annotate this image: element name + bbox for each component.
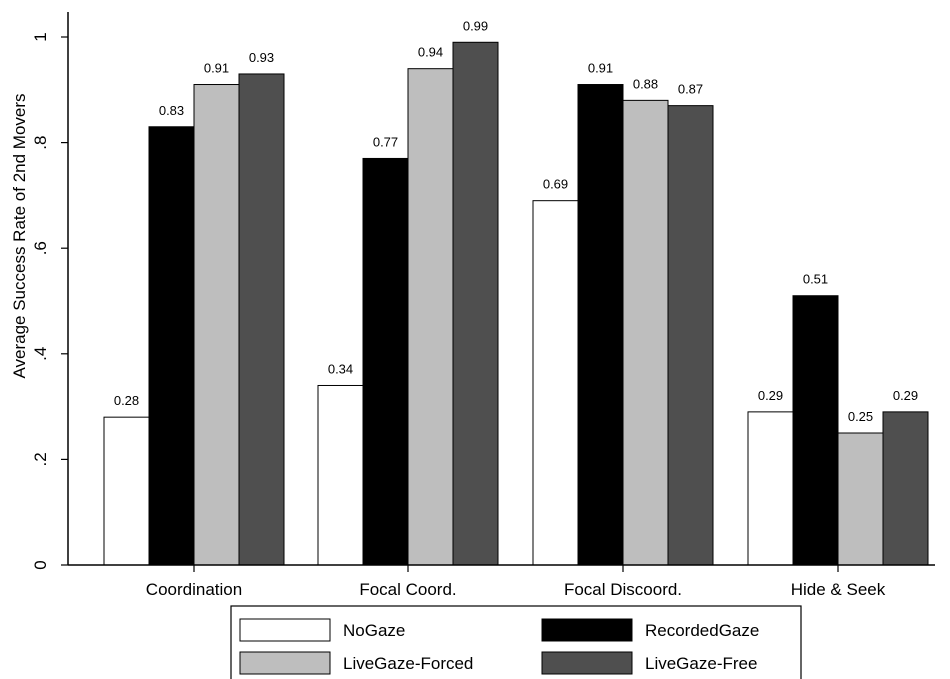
bars (103, 41, 929, 566)
legend-label-nogaze: NoGaze (343, 621, 405, 640)
bar-coordination-livegaze-free (238, 73, 285, 566)
value-label-focal-coord-nogaze: 0.34 (328, 361, 353, 376)
bar-focal-coord-recordedgaze (362, 157, 409, 566)
value-label-focal-discoord-livegaze-forced: 0.88 (633, 76, 658, 91)
value-label-hide-seek-recordedgaze: 0.51 (803, 272, 828, 287)
legend-swatch-nogaze (239, 618, 331, 642)
y-tick-label: 1 (31, 32, 50, 41)
y-axis: 0 .2 .4 .6 .8 1 (31, 12, 69, 570)
bar-focal-discoord-livegaze-forced (622, 99, 669, 566)
value-label-hide-seek-livegaze-forced: 0.25 (848, 409, 873, 424)
value-label-focal-coord-livegaze-forced: 0.94 (418, 45, 443, 60)
value-label-coordination-nogaze: 0.28 (114, 393, 139, 408)
value-label-hide-seek-livegaze-free: 0.29 (893, 388, 918, 403)
value-label-focal-discoord-nogaze: 0.69 (543, 177, 568, 192)
legend-swatch-recordedgaze (541, 618, 633, 642)
bar-focal-discoord-livegaze-free (667, 105, 714, 566)
x-tick-label-focal-coord: Focal Coord. (359, 580, 456, 599)
bar-hide-seek-livegaze-free (882, 411, 929, 566)
legend-label-livegaze-free: LiveGaze-Free (645, 654, 757, 673)
value-label-focal-coord-recordedgaze: 0.77 (373, 134, 398, 149)
bar-hide-seek-nogaze (747, 411, 794, 566)
legend-label-livegaze-forced: LiveGaze-Forced (343, 654, 473, 673)
y-tick-label: .6 (31, 241, 50, 255)
legend-swatch-livegaze-forced (239, 651, 331, 675)
bar-coordination-livegaze-forced (193, 84, 240, 566)
x-tick-label-coordination: Coordination (146, 580, 242, 599)
bar-hide-seek-recordedgaze (792, 295, 839, 566)
y-tick-label: .4 (31, 347, 50, 361)
value-label-hide-seek-nogaze: 0.29 (758, 388, 783, 403)
value-label-focal-discoord-livegaze-free: 0.87 (678, 82, 703, 97)
value-label-coordination-recordedgaze: 0.83 (159, 103, 184, 118)
y-tick-label: .8 (31, 136, 50, 150)
legend: NoGaze RecordedGaze LiveGaze-Forced LiveGaz… (230, 605, 802, 679)
bar-focal-coord-livegaze-forced (407, 68, 454, 566)
y-tick-label: .2 (31, 452, 50, 466)
value-label-focal-coord-livegaze-free: 0.99 (463, 18, 488, 33)
bar-coordination-recordedgaze (148, 126, 195, 566)
value-label-coordination-livegaze-free: 0.93 (249, 50, 274, 65)
x-axis: Coordination Focal Coord. Focal Discoord. H… (68, 564, 935, 599)
bar-focal-coord-nogaze (317, 384, 364, 566)
bar-focal-discoord-recordedgaze (577, 84, 624, 566)
y-tick-label: 0 (31, 560, 50, 569)
bar-focal-coord-livegaze-free (452, 41, 499, 566)
bar-coordination-nogaze (103, 416, 150, 566)
legend-swatch-livegaze-free (541, 651, 633, 675)
x-tick-label-focal-discoord: Focal Discoord. (564, 580, 682, 599)
legend-label-recordedgaze: RecordedGaze (645, 621, 759, 640)
bar-hide-seek-livegaze-forced (837, 432, 884, 566)
value-labels: 0.28 0.83 0.91 0.93 0.34 0.77 0.94 0.99 0.69 0.91… (114, 18, 918, 424)
y-axis-title: Average Success Rate of 2nd Movers (10, 93, 29, 378)
value-label-focal-discoord-recordedgaze: 0.91 (588, 61, 613, 76)
value-label-coordination-livegaze-forced: 0.91 (204, 61, 229, 76)
bar-focal-discoord-nogaze (532, 200, 579, 566)
x-tick-label-hide-seek: Hide & Seek (791, 580, 886, 599)
